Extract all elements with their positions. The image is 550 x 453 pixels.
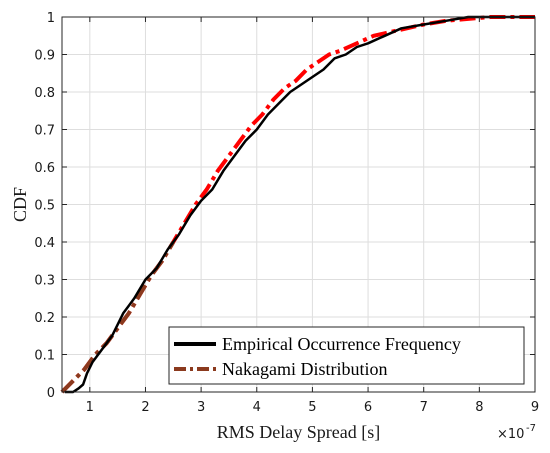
x-tick-label: 1 bbox=[86, 400, 94, 415]
y-tick-label: 0.6 bbox=[34, 161, 55, 176]
y-tick-label: 0.5 bbox=[34, 199, 55, 214]
y-tick-label: 0 bbox=[47, 386, 55, 401]
ticks bbox=[62, 16, 536, 393]
x-tick-label: 5 bbox=[308, 400, 316, 415]
tick-labels: 1 2 3 4 5 6 7 8 9 0 0.1 0.2 0.3 0.4 0.5 0.6 0.7 0.8 0.9 1 bbox=[34, 11, 539, 415]
x-tick-label: 3 bbox=[197, 400, 205, 415]
y-tick-label: 0.9 bbox=[34, 49, 55, 64]
x-tick-label: 4 bbox=[253, 400, 261, 415]
y-tick-label: 0.2 bbox=[34, 311, 55, 326]
x-axis-title: RMS Delay Spread [s] bbox=[217, 422, 380, 442]
grid bbox=[62, 16, 536, 393]
x-multiplier-exponent: -7 bbox=[526, 423, 536, 434]
legend: Empirical Occurrence Frequency Nakagami … bbox=[168, 326, 525, 385]
x-multiplier-base: ×10 bbox=[497, 427, 524, 442]
legend-label-empirical: Empirical Occurrence Frequency bbox=[222, 334, 461, 354]
legend-label-nakagami: Nakagami Distribution bbox=[222, 359, 387, 379]
series-layer bbox=[60, 15, 535, 394]
x-tick-label: 8 bbox=[475, 400, 483, 415]
x-axis-multiplier: ×10 -7 bbox=[497, 423, 536, 442]
x-tick-label: 2 bbox=[141, 400, 149, 415]
y-tick-label: 1 bbox=[47, 11, 55, 26]
legend-box bbox=[168, 326, 525, 385]
series-empirical-line bbox=[64, 15, 535, 394]
y-tick-label: 0.3 bbox=[34, 274, 55, 289]
y-tick-label: 0.1 bbox=[34, 349, 55, 364]
x-tick-label: 6 bbox=[364, 400, 372, 415]
y-tick-label: 0.7 bbox=[34, 124, 55, 139]
y-axis-title: CDF bbox=[10, 187, 30, 222]
x-tick-label: 7 bbox=[420, 400, 428, 415]
x-tick-label: 9 bbox=[531, 400, 539, 415]
y-tick-label: 0.4 bbox=[34, 236, 55, 251]
y-tick-label: 0.8 bbox=[34, 86, 55, 101]
